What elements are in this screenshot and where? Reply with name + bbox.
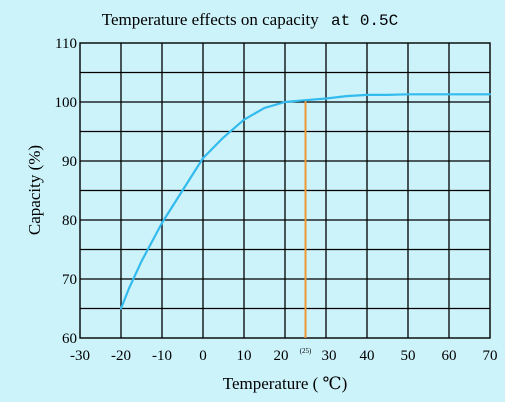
x-tick-label: 20 <box>274 348 289 364</box>
x-tick-label: 30 <box>322 348 337 364</box>
y-tick-label: 90 <box>62 154 77 170</box>
x-tick-label: 70 <box>483 348 498 364</box>
grid <box>80 43 490 338</box>
x-tick-labels: -30 -20 -10 0 10 20 30 40 50 60 70 <box>70 348 498 364</box>
chart-title-main: Temperature effects on capacity <box>102 10 320 29</box>
y-tick-label: 80 <box>62 213 77 229</box>
y-axis-label: Capacity (%) <box>25 145 44 235</box>
x-tick-label: 60 <box>442 348 457 364</box>
y-tick-label: 110 <box>55 36 77 52</box>
chart-title-suffix: at 0.5C <box>331 12 398 30</box>
marker-group: (25) <box>300 100 312 355</box>
marker-label: (25) <box>300 347 312 355</box>
series-group <box>119 93 492 310</box>
x-tick-label: -10 <box>152 348 172 364</box>
x-tick-label: -30 <box>70 348 90 364</box>
x-axis-label: Temperature ( ℃) <box>223 374 348 393</box>
y-tick-labels: 60 70 80 90 100 110 <box>55 36 78 347</box>
x-tick-label: 50 <box>401 348 416 364</box>
y-tick-label: 70 <box>62 272 77 288</box>
x-tick-label: 40 <box>360 348 375 364</box>
chart-title: Temperature effects on capacity at 0.5C <box>102 10 398 30</box>
y-tick-label: 100 <box>55 95 78 111</box>
x-tick-label: 0 <box>199 348 207 364</box>
x-tick-label: 10 <box>237 348 252 364</box>
plot-area <box>79 42 491 339</box>
y-tick-label: 60 <box>62 331 77 347</box>
x-tick-label: -20 <box>111 348 131 364</box>
series-line-0 <box>119 93 492 310</box>
